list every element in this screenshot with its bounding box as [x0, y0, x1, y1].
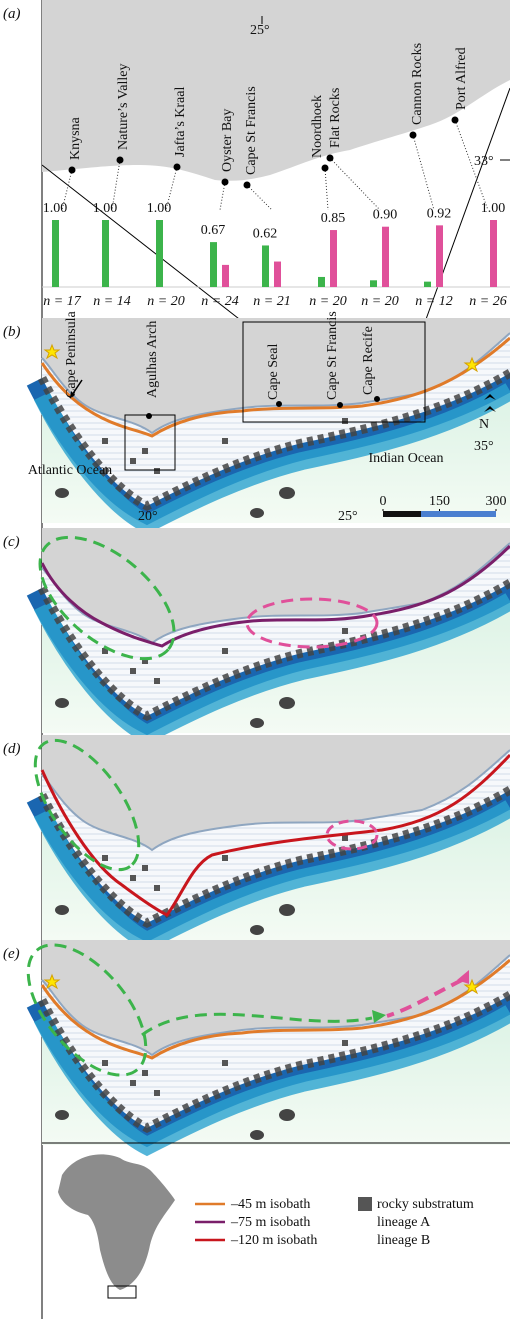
- site-label: Port Alfred: [454, 47, 469, 110]
- bar: [210, 242, 217, 287]
- ocean-label: Indian Ocean: [368, 451, 443, 466]
- legend-label: –45 m isobath: [230, 1197, 310, 1212]
- value-label: 0.90: [373, 208, 398, 223]
- graticule-label: 33°: [474, 154, 494, 169]
- scale-label: 300: [486, 494, 507, 509]
- value-label: 0.85: [321, 211, 346, 226]
- site-label: Cannon Rocks: [410, 43, 425, 125]
- site-dot: [222, 179, 229, 186]
- value-label: 0.67: [201, 223, 226, 238]
- leader-line: [247, 185, 272, 210]
- site-label: Jafta’s Kraal: [173, 87, 188, 157]
- legend-label: rocky substratum: [377, 1197, 474, 1212]
- site-dot: [174, 164, 181, 171]
- bar: [318, 277, 325, 287]
- sample-size: n = 20: [309, 294, 346, 309]
- sample-size: n = 14: [93, 294, 130, 309]
- place-label: Cape St Francis: [325, 311, 340, 400]
- bar: [102, 220, 109, 287]
- site-dot: [410, 132, 417, 139]
- value-label: 0.92: [427, 206, 452, 221]
- scale-label: 150: [429, 494, 450, 509]
- site-dot: [322, 165, 329, 172]
- panel-label: (c): [3, 534, 20, 550]
- north-label: N: [479, 417, 489, 432]
- ocean-label: Atlantic Ocean: [28, 463, 112, 478]
- site-dot: [327, 155, 334, 162]
- page: (a) (b) (c) (d) (e) 25° 33° 20° 25° 35° …: [0, 0, 510, 1319]
- sample-size: n = 20: [147, 294, 184, 309]
- place-label: Cape Peninsula: [64, 311, 79, 398]
- bar: [262, 245, 269, 287]
- sample-size: n = 21: [253, 294, 290, 309]
- bar: [424, 282, 431, 287]
- place-label: Cape Seal: [266, 344, 281, 400]
- panel-e: [6, 925, 510, 1146]
- bar: [370, 280, 377, 287]
- bar: [436, 225, 443, 287]
- bar: [382, 227, 389, 287]
- site-label: Flat Rocks: [328, 88, 343, 148]
- bar: [274, 262, 281, 287]
- leader-line: [330, 158, 380, 210]
- bar: [330, 230, 337, 287]
- graticule-label: 20°: [138, 509, 158, 524]
- scale-label: 0: [380, 494, 387, 509]
- site-dot: [69, 167, 76, 174]
- panel-d: [15, 723, 510, 941]
- value-label: 0.62: [253, 226, 278, 241]
- site-dot: [244, 182, 251, 189]
- value-label: 1.00: [481, 201, 506, 216]
- panel-c: [19, 514, 510, 734]
- bar: [490, 220, 497, 287]
- bar: [156, 220, 163, 287]
- value-label: 1.00: [93, 201, 118, 216]
- sample-size: n = 17: [43, 294, 81, 309]
- graticule-label: 35°: [474, 439, 494, 454]
- leader-line: [220, 182, 225, 210]
- sample-size: n = 20: [361, 294, 398, 309]
- figure: (a) (b) (c) (d) (e) 25° 33° 20° 25° 35° …: [0, 0, 510, 1319]
- panel-label: (d): [3, 741, 21, 757]
- place-label: Agulhas Arch: [145, 321, 160, 398]
- sample-size: n = 24: [201, 294, 238, 309]
- site-label: Oyster Bay: [220, 109, 235, 172]
- site-label: Cape St Francis: [244, 86, 259, 175]
- leader-line: [325, 168, 328, 210]
- legend-label: –75 m isobath: [230, 1215, 310, 1230]
- site-label: Nature’s Valley: [116, 64, 131, 150]
- legend-label: –120 m isobath: [230, 1233, 317, 1248]
- legend-label: lineage B: [377, 1233, 430, 1248]
- place-label: Cape Recife: [361, 326, 376, 395]
- value-label: 1.00: [43, 201, 68, 216]
- sample-size: n = 26: [469, 294, 506, 309]
- site-dot: [117, 157, 124, 164]
- bar: [52, 220, 59, 287]
- graticule-label: 25°: [250, 23, 270, 38]
- site-label: Knysna: [68, 116, 83, 160]
- site-dot: [452, 117, 459, 124]
- bar: [222, 265, 229, 287]
- sample-size: n = 12: [415, 294, 452, 309]
- site-label: Noordhoek: [310, 95, 325, 158]
- legend-label: lineage A: [377, 1215, 431, 1230]
- graticule-label: 25°: [338, 509, 358, 524]
- panel-label: (e): [3, 946, 20, 962]
- panel-label: (b): [3, 324, 21, 340]
- value-label: 1.00: [147, 201, 172, 216]
- panel-label: (a): [3, 6, 21, 22]
- leader-line: [413, 135, 434, 210]
